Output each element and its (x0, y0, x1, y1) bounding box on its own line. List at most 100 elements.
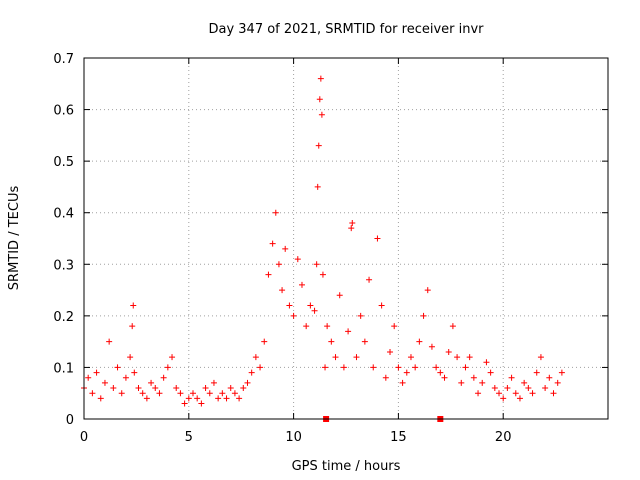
axis-ticks: 0 5 10 15 20 0 0.1 0.2 0.3 0.4 0.5 0.6 0.7 (53, 52, 608, 445)
data-point (290, 312, 297, 319)
data-point (303, 323, 310, 330)
data-point (114, 364, 121, 371)
x-tick-label: 5 (185, 430, 193, 445)
data-point (227, 385, 234, 392)
data-point (252, 354, 259, 361)
data-point (462, 364, 469, 371)
data-point (215, 395, 222, 402)
data-point (240, 385, 247, 392)
data-point (269, 240, 276, 247)
data-point (437, 369, 444, 376)
data-point (156, 390, 163, 397)
data-point (261, 338, 268, 345)
data-point (428, 343, 435, 350)
data-point (272, 209, 279, 216)
data-point (244, 379, 251, 386)
data-point (164, 364, 171, 371)
data-point (403, 369, 410, 376)
x-tick-label: 15 (390, 430, 407, 445)
data-point (500, 395, 507, 402)
data-point (265, 271, 272, 278)
y-tick-label: 0.3 (53, 258, 74, 273)
data-point (106, 338, 113, 345)
data-point (130, 302, 137, 309)
data-point (160, 374, 167, 381)
data-point (223, 395, 230, 402)
data-point (374, 235, 381, 242)
data-point (311, 307, 318, 314)
data-point (558, 369, 565, 376)
data-point (521, 379, 528, 386)
data-point (496, 390, 503, 397)
data-point (407, 354, 414, 361)
gridlines (84, 58, 608, 419)
data-point (516, 395, 523, 402)
data-point (483, 359, 490, 366)
data-point (340, 364, 347, 371)
data-point (420, 312, 427, 319)
data-point (487, 369, 494, 376)
data-point (554, 379, 561, 386)
data-point (366, 276, 373, 283)
data-point (257, 364, 264, 371)
data-point (504, 385, 511, 392)
data-point (185, 395, 192, 402)
data-point (416, 338, 423, 345)
data-point (236, 395, 243, 402)
data-point (370, 364, 377, 371)
data-point (399, 379, 406, 386)
data-point (148, 379, 155, 386)
data-point (466, 354, 473, 361)
data-point (177, 390, 184, 397)
data-point (129, 323, 136, 330)
y-tick-label: 0.5 (53, 155, 74, 170)
data-point (332, 354, 339, 361)
y-tick-label: 0.4 (53, 207, 74, 222)
data-point (313, 261, 320, 268)
x-tick-label: 0 (80, 430, 88, 445)
data-point (198, 400, 205, 407)
data-point (357, 312, 364, 319)
data-point (348, 225, 355, 232)
data-point (85, 374, 92, 381)
data-point (387, 348, 394, 355)
data-point (152, 385, 159, 392)
data-point (546, 374, 553, 381)
data-point (219, 390, 226, 397)
data-point (97, 395, 104, 402)
data-point (131, 369, 138, 376)
data-point (349, 220, 356, 227)
data-point (454, 354, 461, 361)
data-point (101, 379, 108, 386)
data-point (508, 374, 515, 381)
data-point (479, 379, 486, 386)
data-point (206, 390, 213, 397)
data-point (189, 390, 196, 397)
data-point (336, 292, 343, 299)
y-tick-label: 0.1 (53, 361, 74, 376)
data-point (391, 323, 398, 330)
data-point (143, 395, 150, 402)
data-point (317, 75, 324, 82)
data-point (89, 390, 96, 397)
data-point (458, 379, 465, 386)
data-point (412, 364, 419, 371)
data-point (173, 385, 180, 392)
x-tick-label: 10 (285, 430, 302, 445)
data-point (537, 354, 544, 361)
data-point (275, 261, 282, 268)
data-point (512, 390, 519, 397)
data-point (529, 390, 536, 397)
chart-title: Day 347 of 2021, SRMTID for receiver inv… (208, 22, 484, 37)
data-point (361, 338, 368, 345)
data-point (279, 287, 286, 294)
data-point (118, 390, 125, 397)
data-point (324, 323, 331, 330)
data-point (231, 390, 238, 397)
data-point (318, 111, 325, 118)
data-point (110, 385, 117, 392)
data-point (181, 400, 188, 407)
